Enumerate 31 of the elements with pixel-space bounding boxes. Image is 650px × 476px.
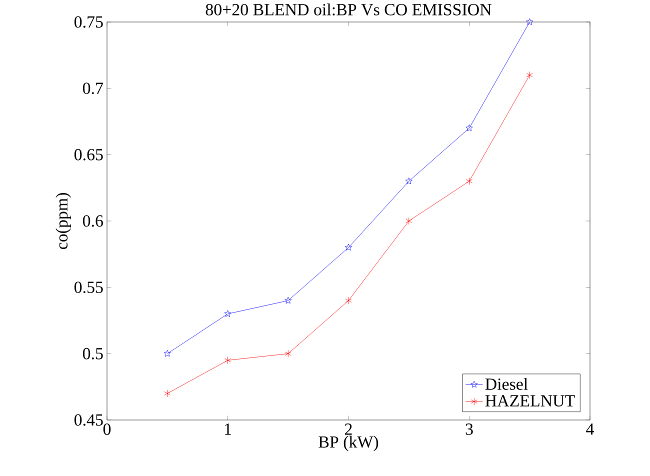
y-tick-label: 0.75 [74,16,103,28]
legend-label: HAZELNUT [485,395,575,407]
point [406,217,412,225]
point [345,296,352,304]
chart-title: 80+20 BLEND oil:BP Vs CO EMISSION [206,3,492,16]
y-tick-label: 0.7 [82,82,103,94]
point [164,390,171,398]
x-tick-label: 4 [586,424,594,435]
x-axis-title: BP (kW) [318,436,378,452]
x-tick-label: 0 [103,424,111,435]
point [344,244,352,251]
y-tick-label: 0.55 [74,282,103,294]
x-tick-label: 1 [225,424,231,435]
point [466,124,473,132]
y-tick-label: 0.5 [82,348,103,360]
y-tick-label: 0.6 [82,215,103,227]
point [526,71,533,79]
point [224,310,232,317]
x-tick-label: 2 [345,424,352,435]
y-tick-label: 0.45 [74,414,103,426]
point [164,350,171,357]
point [405,178,412,184]
y-axis-title: co(ppm) [56,193,71,250]
point [284,296,292,304]
point [284,350,292,358]
point [466,178,472,185]
x-tick-label: 3 [466,424,473,435]
legend-label: Diesel [485,378,528,390]
point [526,18,534,26]
y-tick-label: 0.65 [74,148,103,160]
point [224,356,231,364]
